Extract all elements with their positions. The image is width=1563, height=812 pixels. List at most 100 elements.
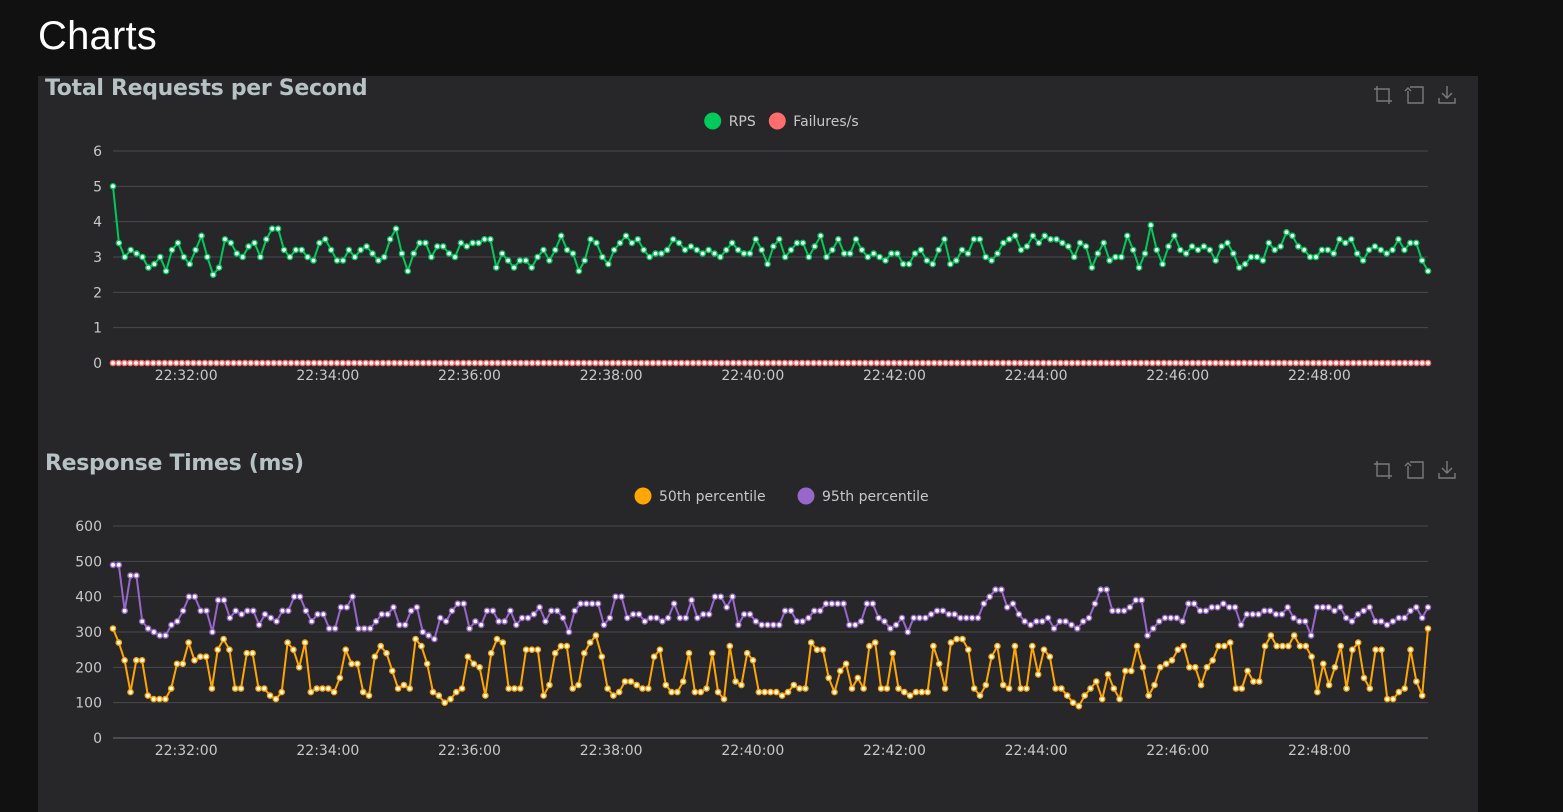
data-point[interactable]	[1373, 359, 1380, 367]
data-point[interactable]	[1236, 264, 1243, 271]
data-point[interactable]	[945, 610, 953, 618]
data-point[interactable]	[574, 359, 582, 367]
data-point[interactable]	[518, 614, 526, 622]
data-point[interactable]	[156, 253, 164, 261]
data-point[interactable]	[970, 235, 978, 243]
data-point[interactable]	[1167, 614, 1175, 622]
data-point[interactable]	[534, 646, 542, 653]
data-point[interactable]	[301, 639, 309, 646]
data-point[interactable]	[706, 359, 714, 367]
data-point[interactable]	[599, 253, 606, 261]
data-point[interactable]	[609, 359, 616, 367]
data-point[interactable]	[372, 618, 380, 625]
data-point[interactable]	[290, 593, 298, 600]
data-point[interactable]	[1034, 671, 1042, 678]
data-point[interactable]	[741, 359, 749, 367]
data-point[interactable]	[1103, 586, 1110, 593]
data-point[interactable]	[776, 621, 783, 629]
data-point[interactable]	[639, 685, 646, 692]
data-point[interactable]	[968, 614, 976, 622]
data-point[interactable]	[331, 625, 339, 632]
data-point[interactable]	[1131, 359, 1139, 367]
data-point[interactable]	[1418, 692, 1426, 699]
data-point[interactable]	[1279, 642, 1286, 650]
data-point[interactable]	[1389, 618, 1397, 625]
data-point[interactable]	[1383, 621, 1391, 629]
data-point[interactable]	[1006, 235, 1013, 243]
data-point[interactable]	[528, 264, 536, 271]
data-point[interactable]	[1080, 359, 1087, 367]
data-point[interactable]	[145, 264, 152, 271]
data-point[interactable]	[1161, 614, 1169, 622]
data-point[interactable]	[557, 232, 565, 240]
data-point[interactable]	[470, 660, 478, 668]
data-point[interactable]	[635, 610, 643, 618]
data-point[interactable]	[1074, 625, 1081, 632]
data-point[interactable]	[1354, 610, 1362, 618]
data-point[interactable]	[190, 359, 197, 367]
data-point[interactable]	[384, 610, 392, 618]
data-point[interactable]	[1182, 250, 1190, 257]
data-point[interactable]	[401, 621, 409, 629]
data-point[interactable]	[448, 359, 456, 367]
data-point[interactable]	[1302, 618, 1309, 625]
data-point[interactable]	[1058, 685, 1065, 692]
data-point[interactable]	[1062, 618, 1069, 625]
data-point[interactable]	[304, 359, 312, 367]
data-point[interactable]	[846, 250, 854, 257]
data-point[interactable]	[232, 607, 239, 615]
data-point[interactable]	[563, 246, 571, 254]
data-point[interactable]	[610, 246, 618, 254]
data-point[interactable]	[664, 614, 672, 622]
data-point[interactable]	[1108, 359, 1116, 367]
data-point[interactable]	[871, 639, 879, 646]
data-point[interactable]	[1384, 695, 1391, 703]
data-point[interactable]	[906, 692, 914, 699]
data-point[interactable]	[647, 614, 655, 622]
data-point[interactable]	[276, 359, 283, 367]
data-point[interactable]	[220, 635, 227, 643]
data-point[interactable]	[244, 607, 251, 615]
data-point[interactable]	[773, 688, 780, 696]
data-point[interactable]	[776, 235, 783, 243]
data-point[interactable]	[1419, 359, 1426, 367]
data-point[interactable]	[1401, 246, 1408, 254]
data-point[interactable]	[1424, 625, 1432, 632]
data-point[interactable]	[813, 646, 821, 653]
data-point[interactable]	[1145, 692, 1152, 699]
data-point[interactable]	[138, 618, 146, 625]
data-point[interactable]	[1157, 663, 1164, 671]
data-point[interactable]	[1189, 359, 1196, 367]
data-point[interactable]	[1255, 610, 1262, 618]
data-point[interactable]	[805, 253, 813, 261]
data-point[interactable]	[840, 600, 847, 607]
data-point[interactable]	[522, 257, 530, 264]
data-point[interactable]	[121, 359, 128, 367]
data-point[interactable]	[407, 607, 415, 615]
data-point[interactable]	[746, 250, 754, 257]
data-point[interactable]	[284, 607, 292, 615]
data-point[interactable]	[1401, 614, 1408, 622]
data-point[interactable]	[557, 642, 565, 650]
data-point[interactable]	[156, 632, 164, 639]
data-point[interactable]	[1371, 243, 1379, 250]
data-point[interactable]	[351, 253, 359, 261]
data-point[interactable]	[1235, 359, 1242, 367]
data-point[interactable]	[1312, 253, 1320, 261]
data-point[interactable]	[258, 359, 266, 367]
data-point[interactable]	[1197, 681, 1205, 689]
data-point[interactable]	[1137, 359, 1145, 367]
data-point[interactable]	[1365, 246, 1373, 254]
data-point[interactable]	[844, 359, 852, 367]
data-point[interactable]	[516, 257, 524, 264]
data-point[interactable]	[930, 642, 937, 650]
data-point[interactable]	[487, 235, 494, 243]
data-point[interactable]	[1355, 359, 1363, 367]
data-point[interactable]	[1212, 359, 1219, 367]
data-point[interactable]	[213, 359, 220, 367]
data-point[interactable]	[230, 359, 237, 367]
data-point[interactable]	[295, 663, 303, 671]
data-point[interactable]	[1040, 359, 1047, 367]
data-point[interactable]	[854, 674, 862, 682]
data-point[interactable]	[982, 359, 990, 367]
